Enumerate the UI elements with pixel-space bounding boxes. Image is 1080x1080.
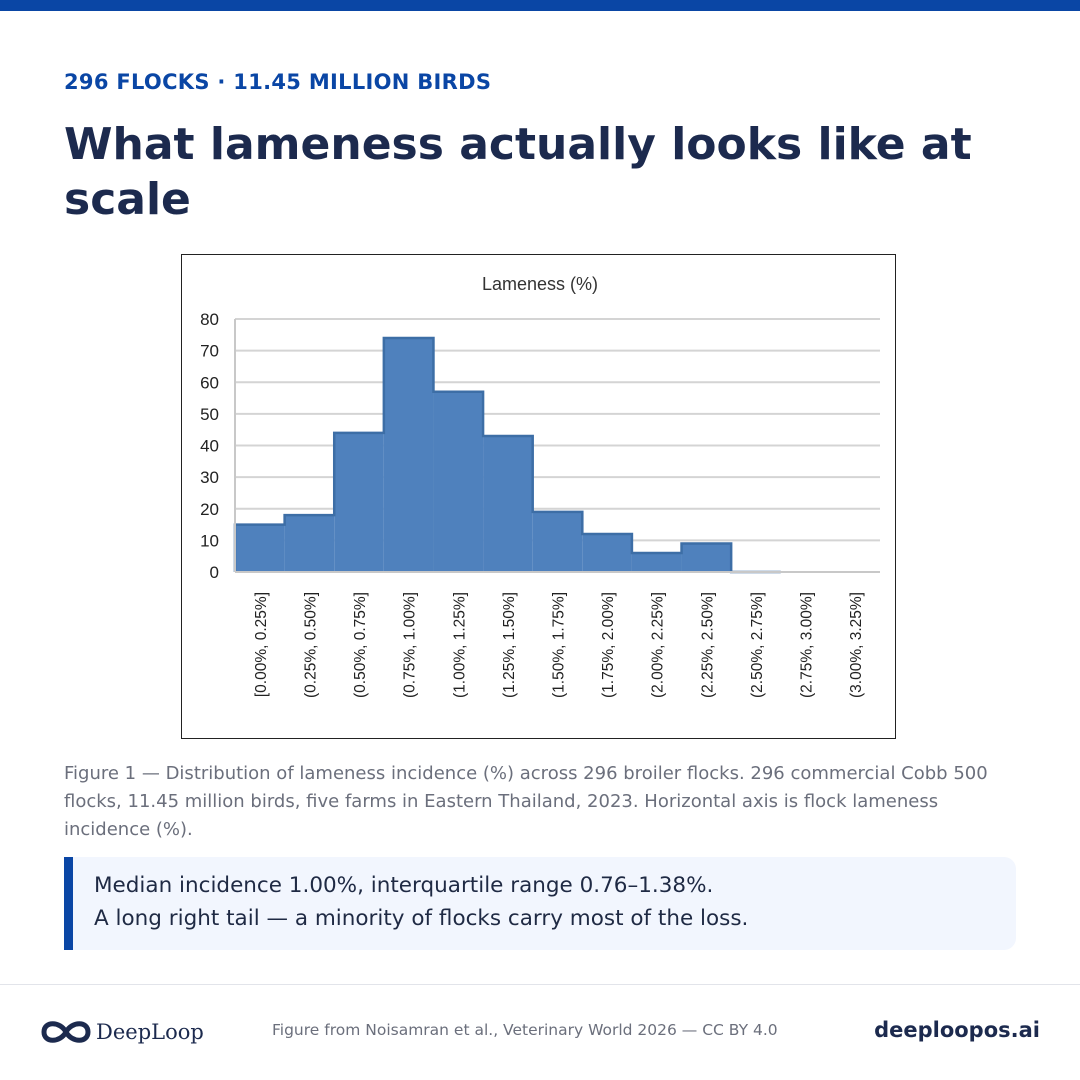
brand-logo-link[interactable]: DeepLoop [40, 1016, 204, 1048]
histogram-bar [235, 525, 285, 572]
x-tick-label: (0.25%, 0.50%] [302, 592, 319, 698]
callout-accent-bar [64, 857, 73, 950]
website-link[interactable]: deeploopos.ai [874, 1018, 1040, 1042]
histogram-bar [582, 534, 632, 572]
eyebrow-label: 296 FLOCKS · 11.45 MILLION BIRDS [64, 70, 491, 94]
x-tick-label: (2.00%, 2.25%] [650, 592, 667, 698]
x-tick-label: (0.75%, 1.00%] [402, 592, 419, 698]
y-tick-label: 60 [200, 373, 219, 392]
chart-frame: Lameness (%) 0 10 20 30 40 50 60 70 80 [0.00%, 0… [181, 254, 896, 739]
y-tick-label: 80 [200, 310, 219, 329]
y-tick-label: 10 [200, 531, 219, 550]
x-tick-label: (2.50%, 2.75%] [749, 592, 766, 698]
footer-divider [0, 984, 1080, 985]
y-tick-label: 20 [200, 500, 219, 519]
x-tick-label: (2.75%, 3.00%] [799, 592, 816, 698]
histogram-bar [632, 553, 682, 572]
y-tick-label: 30 [200, 468, 219, 487]
y-tick-label: 70 [200, 342, 219, 361]
x-tick-label: [0.00%, 0.25%] [253, 592, 270, 697]
figure-credit: Figure from Noisamran et al., Veterinary… [272, 1021, 778, 1039]
x-tick-label: (1.00%, 1.25%] [451, 592, 468, 698]
x-tick-label: (0.50%, 0.75%] [352, 592, 369, 698]
key-finding-callout: Median incidence 1.00%, interquartile ra… [64, 857, 1016, 950]
histogram-bar [433, 392, 483, 572]
figure-caption: Figure 1 — Distribution of lameness inci… [64, 760, 1014, 844]
brand-name: DeepLoop [96, 1020, 204, 1044]
x-tick-label: (1.75%, 2.00%] [600, 592, 617, 698]
histogram-bar [533, 512, 583, 572]
histogram-bar [682, 544, 732, 572]
infinity-loop-icon [40, 1017, 92, 1047]
x-tick-label: (1.50%, 1.75%] [551, 592, 568, 698]
histogram-bar [384, 338, 434, 572]
y-tick-label: 50 [200, 405, 219, 424]
chart-title: Lameness (%) [482, 274, 598, 294]
y-tick-label: 0 [210, 563, 219, 582]
histogram-bar [334, 433, 384, 572]
callout-line-median: Median incidence 1.00%, interquartile ra… [94, 873, 713, 898]
histogram-bar [285, 515, 335, 572]
top-accent-bar [0, 0, 1080, 11]
x-tick-label: (2.25%, 2.50%] [699, 592, 716, 698]
x-tick-label: (1.25%, 1.50%] [501, 592, 518, 698]
histogram-chart: Lameness (%) 0 10 20 30 40 50 60 70 80 [0.00%, 0… [182, 255, 897, 740]
callout-line-tail: A long right tail — a minority of flocks… [94, 906, 748, 931]
y-tick-label: 40 [200, 437, 219, 456]
histogram-bar [483, 436, 533, 572]
x-tick-label: (3.00%, 3.25%] [848, 592, 865, 698]
page-title: What lameness actually looks like at sca… [64, 117, 1024, 227]
